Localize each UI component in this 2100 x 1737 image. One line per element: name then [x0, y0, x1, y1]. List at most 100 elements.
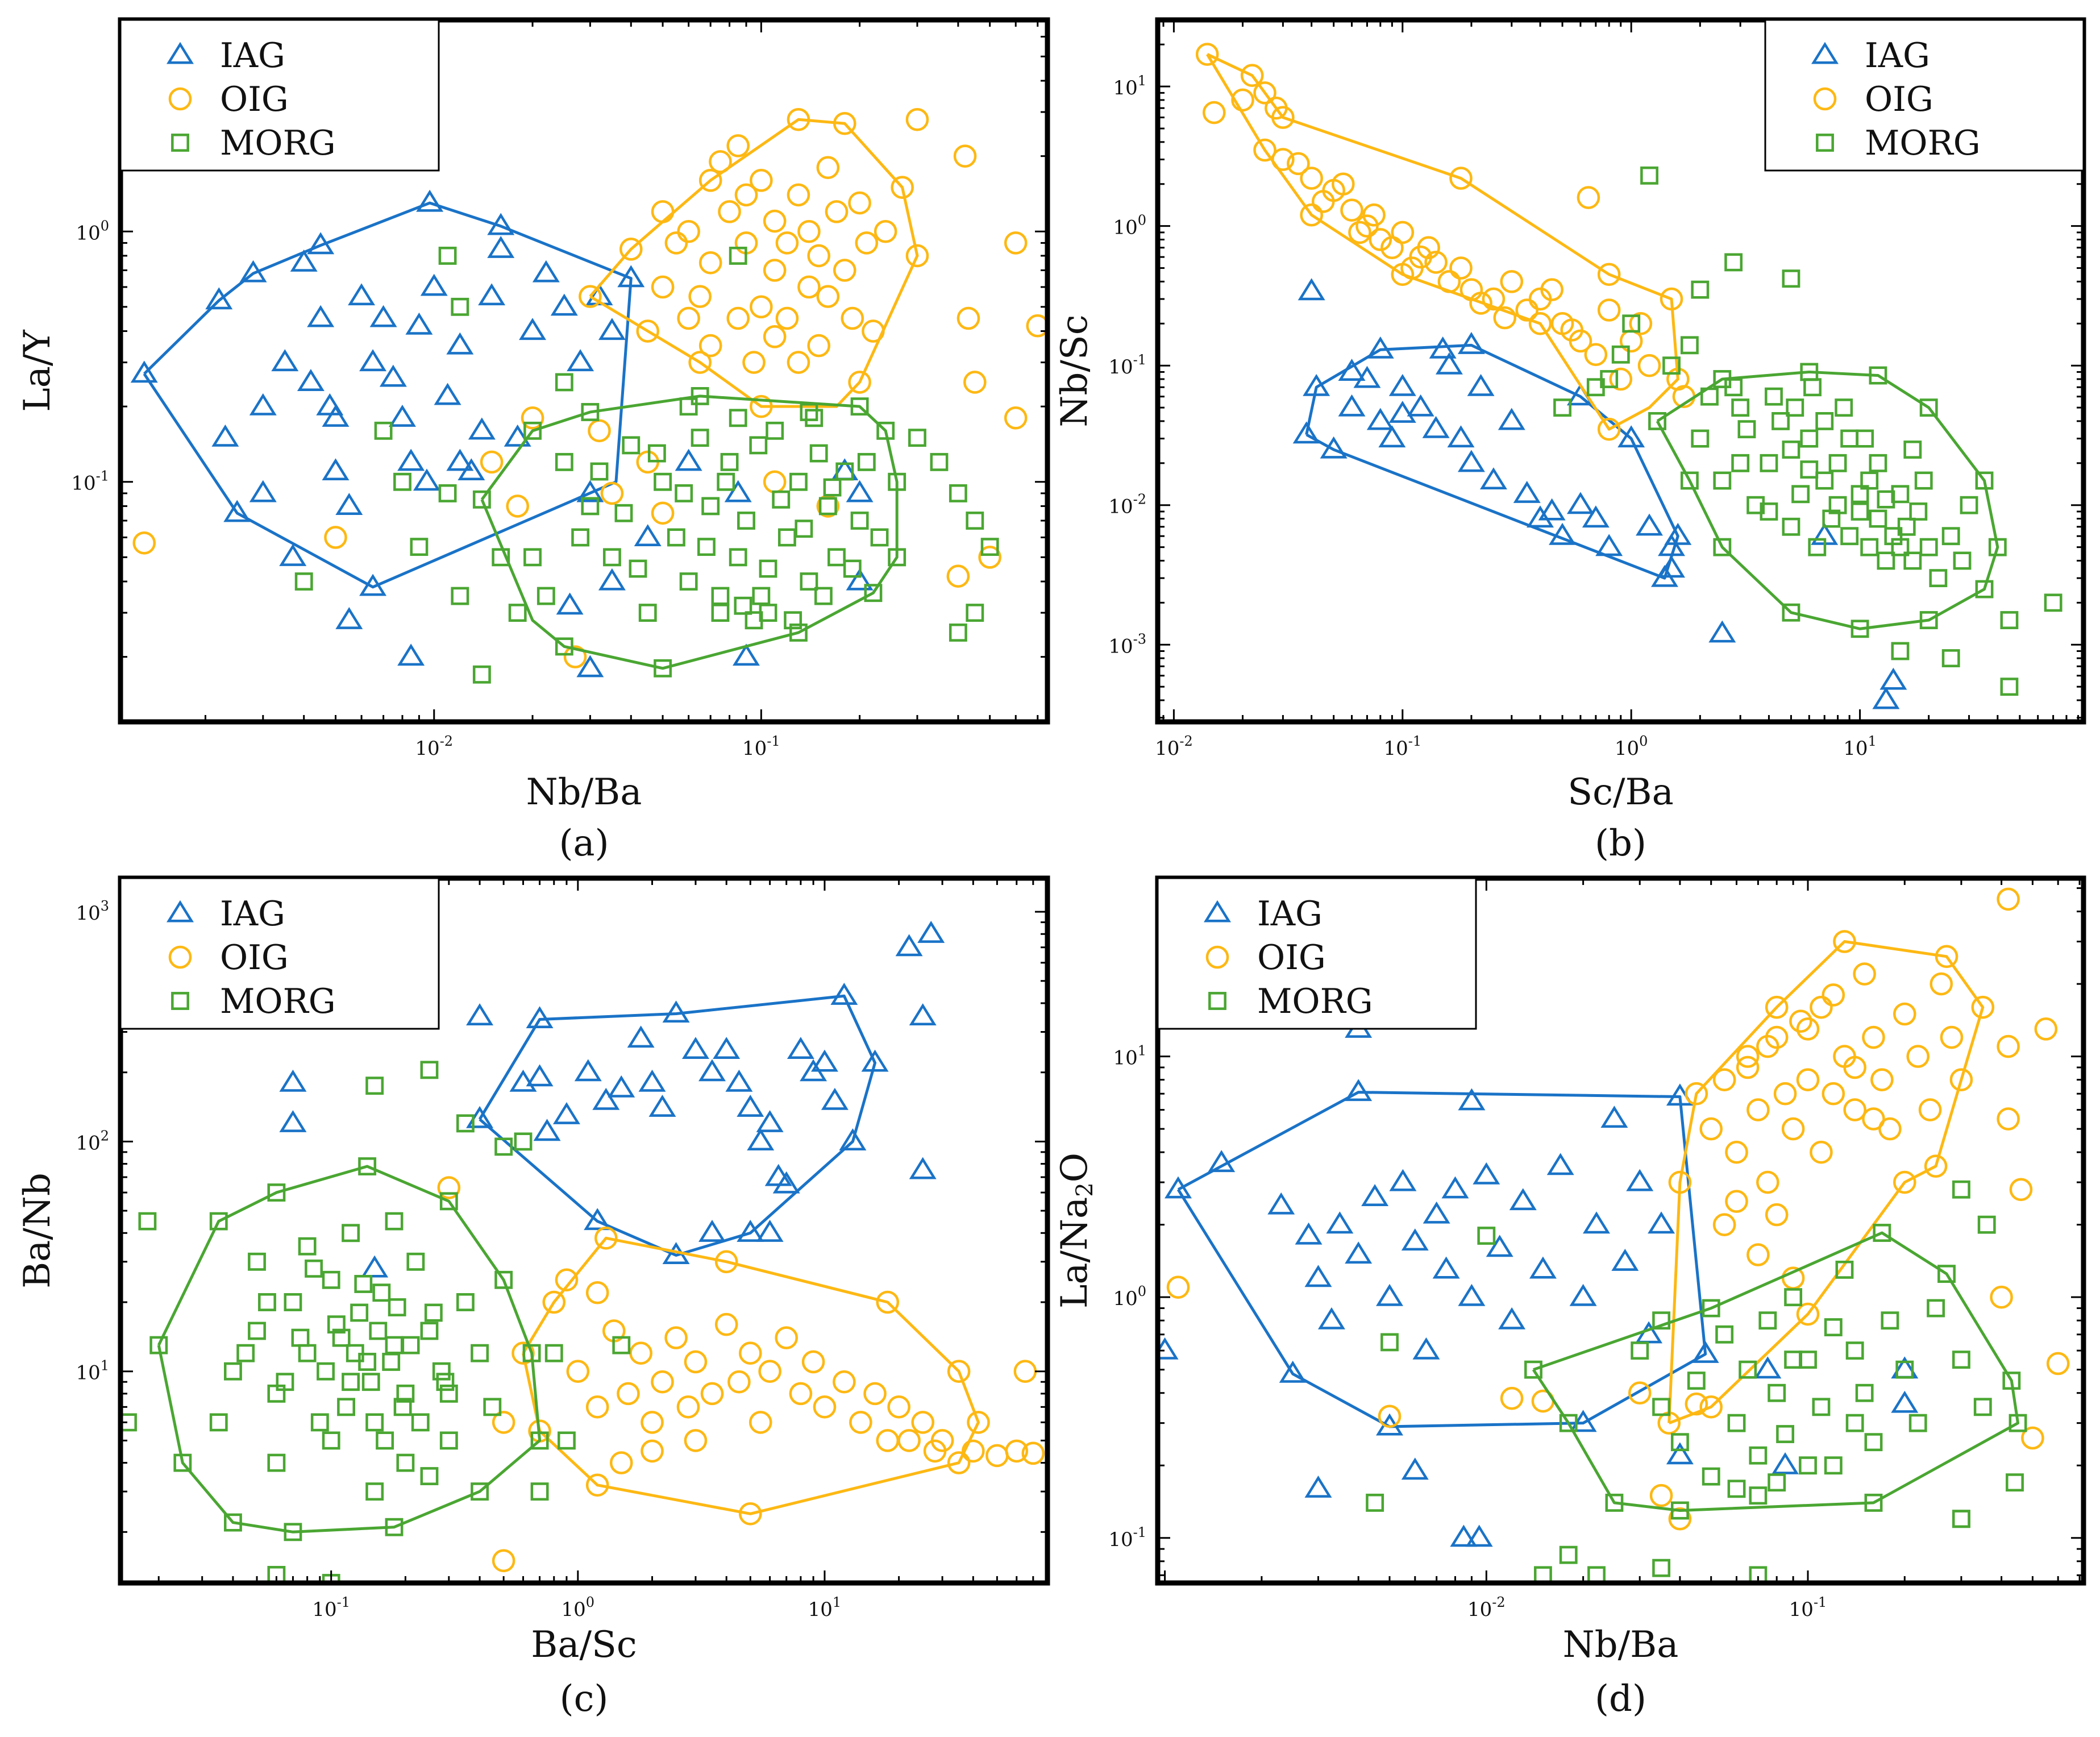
- data-point: [420, 273, 448, 296]
- data-point: [818, 497, 837, 516]
- data-point: [720, 452, 739, 471]
- data-point: [1407, 394, 1434, 417]
- data-point: [523, 548, 542, 567]
- data-point: [2000, 678, 2019, 696]
- data-point: [1952, 1510, 1970, 1528]
- data-point: [1509, 1188, 1537, 1211]
- x-tick-label: 10-1: [1383, 733, 1421, 760]
- data-point: [1422, 415, 1450, 438]
- data-point: [1824, 1318, 1843, 1337]
- data-point: [664, 1326, 688, 1349]
- data-point: [863, 1382, 887, 1406]
- data-point: [555, 1268, 579, 1292]
- data-point: [382, 1353, 401, 1371]
- data-point: [406, 1252, 425, 1271]
- data-point: [1165, 1176, 1192, 1199]
- data-point: [1355, 214, 1379, 238]
- data-point: [432, 1362, 451, 1381]
- legend-marker-iag: [1811, 41, 1839, 64]
- data-point: [1803, 378, 1822, 397]
- data-point: [1941, 527, 1960, 546]
- data-point: [576, 480, 604, 502]
- data-point: [763, 259, 787, 282]
- data-point: [405, 312, 433, 335]
- data-point: [1869, 509, 1887, 528]
- data-point: [1940, 1025, 1964, 1049]
- data-point: [1754, 1356, 1782, 1379]
- data-point: [748, 1411, 772, 1434]
- data-point: [1903, 441, 1922, 459]
- data-point: [322, 1270, 340, 1289]
- data-point: [1600, 1106, 1628, 1128]
- data-point: [816, 156, 840, 180]
- data-point: [949, 624, 967, 642]
- data-point: [962, 1439, 985, 1463]
- data-point: [679, 572, 698, 591]
- data-point: [249, 480, 277, 502]
- data-point: [1652, 1311, 1671, 1330]
- data-point: [307, 305, 335, 327]
- data-point: [480, 450, 504, 474]
- data-point: [800, 403, 818, 421]
- data-point: [1971, 995, 1995, 1019]
- data-point: [1862, 1107, 1885, 1131]
- data-point: [585, 1473, 609, 1497]
- data-point: [2000, 611, 2019, 629]
- data-point: [1855, 1383, 1874, 1402]
- data-point: [772, 490, 791, 509]
- data-point: [365, 1077, 384, 1095]
- data-point: [1840, 527, 1859, 546]
- data-point: [1435, 352, 1463, 375]
- data-point: [138, 1212, 157, 1231]
- data-point: [888, 472, 906, 491]
- data-point: [651, 501, 675, 525]
- data-point: [1527, 505, 1554, 528]
- data-point: [787, 107, 810, 131]
- data-point: [1815, 471, 1834, 490]
- series-oig: [132, 107, 1047, 668]
- x-axis-label: Ba/Sc: [531, 1624, 637, 1666]
- data-point: [725, 1069, 753, 1092]
- data-point: [985, 1444, 1009, 1468]
- data-point: [506, 494, 529, 518]
- data-point: [698, 1220, 726, 1242]
- x-tick-label: 10-1: [742, 733, 780, 760]
- data-point: [1835, 398, 1853, 417]
- data-point: [1202, 101, 1226, 124]
- data-point: [750, 169, 773, 192]
- data-point: [1773, 1082, 1797, 1106]
- data-point: [629, 559, 647, 578]
- data-point: [870, 528, 889, 547]
- data-point: [1477, 1227, 1496, 1245]
- data-point: [279, 544, 307, 566]
- y-tick-label: 102: [76, 1128, 109, 1154]
- data-point: [1919, 398, 1938, 417]
- legend-label-morg: MORG: [1257, 982, 1373, 1021]
- data-point: [1345, 1079, 1373, 1102]
- data-point: [514, 1132, 533, 1151]
- data-point: [434, 383, 461, 405]
- data-point: [617, 265, 645, 288]
- data-point: [359, 574, 387, 596]
- data-point: [1808, 538, 1827, 556]
- x-tick-label: 101: [1843, 733, 1877, 760]
- data-point: [1326, 1211, 1354, 1234]
- data-point: [297, 369, 325, 392]
- data-point: [1746, 1098, 1770, 1121]
- data-point: [494, 1137, 513, 1156]
- data-point: [369, 305, 397, 327]
- data-point: [953, 144, 977, 168]
- plot-frame: [1155, 875, 2086, 1586]
- data-point: [848, 191, 871, 215]
- data-point: [891, 176, 914, 199]
- data-point: [1699, 1117, 1723, 1141]
- data-point: [1208, 1150, 1236, 1173]
- x-tick-label: 10-2: [1467, 1594, 1506, 1621]
- legend: IAG OIG MORG: [1764, 19, 2085, 172]
- data-point: [749, 436, 768, 455]
- data-point: [1765, 995, 1789, 1019]
- data-point: [664, 231, 688, 255]
- data-point: [1628, 1381, 1652, 1405]
- data-point: [1997, 1034, 2020, 1058]
- data-point: [335, 493, 363, 515]
